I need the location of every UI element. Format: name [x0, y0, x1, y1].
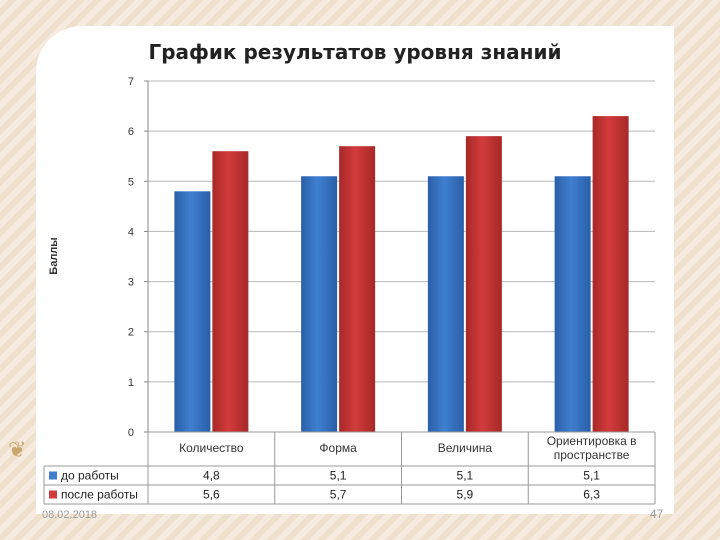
bar-after-work [339, 146, 376, 432]
x-category-label: Величина [438, 441, 493, 455]
y-tick-label: 6 [128, 126, 134, 138]
y-tick-label: 2 [128, 327, 134, 339]
data-value-label: 5,9 [457, 488, 474, 502]
ornament-icon: ❦ [8, 438, 27, 463]
data-value-label: 5,1 [583, 469, 600, 483]
bar-before-work [301, 176, 338, 432]
footer-date: 08.02.2018 [42, 509, 98, 521]
bar-before-work [554, 176, 591, 432]
x-category-label: Количество [179, 441, 244, 455]
bar-before-work [174, 191, 211, 432]
bar-after-work [592, 116, 629, 432]
data-value-label: 6,3 [583, 488, 600, 502]
bar-after-work [212, 151, 249, 432]
legend-swatch-before-work [49, 471, 57, 480]
x-category-label: Форма [319, 441, 357, 455]
x-category-label: Ориентировка в [547, 434, 637, 448]
data-value-label: 5,1 [457, 469, 474, 483]
y-tick-label: 7 [128, 76, 134, 88]
y-tick-label: 3 [128, 277, 134, 289]
legend-label: до работы [61, 469, 119, 483]
data-value-label: 5,7 [330, 488, 347, 502]
bar-before-work [427, 176, 464, 432]
chart-title: График результатов уровня знаний [148, 40, 562, 64]
y-tick-label: 4 [128, 226, 134, 238]
y-tick-label: 1 [128, 377, 134, 389]
bar-after-work [465, 136, 502, 432]
data-value-label: 5,1 [330, 469, 347, 483]
data-value-label: 4,8 [203, 469, 220, 483]
legend-swatch-after-work [49, 490, 57, 499]
y-tick-label: 5 [128, 176, 134, 188]
data-value-label: 5,6 [203, 488, 220, 502]
y-tick-label: 0 [128, 427, 134, 439]
legend-label: после работы [61, 488, 138, 502]
page-number: 47 [650, 507, 664, 521]
x-category-label: пространстве [554, 448, 630, 462]
